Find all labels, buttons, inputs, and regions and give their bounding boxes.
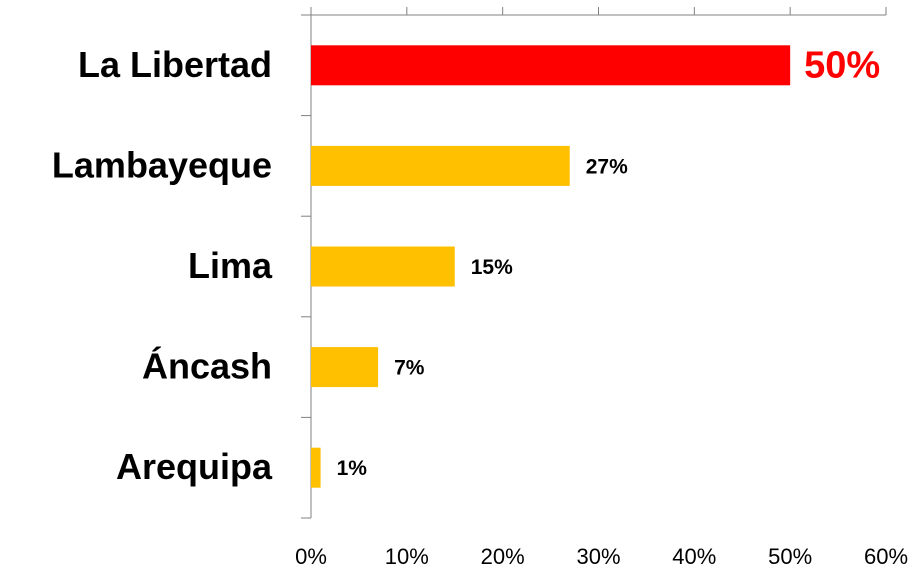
bar	[311, 45, 791, 86]
category-label: Arequipa	[116, 446, 273, 487]
category-label: Lambayeque	[52, 144, 272, 185]
value-label: 7%	[394, 357, 425, 380]
bar	[311, 347, 379, 388]
category-label: Áncash	[142, 346, 272, 387]
x-tick-label: 30%	[576, 544, 620, 569]
value-label: 50%	[804, 44, 880, 86]
bar	[311, 145, 570, 186]
bar	[311, 447, 321, 488]
value-label: 1%	[337, 457, 368, 480]
x-tick-label: 10%	[385, 544, 429, 569]
x-tick-label: 20%	[481, 544, 525, 569]
value-label: 27%	[586, 155, 628, 178]
x-tick-label: 40%	[672, 544, 716, 569]
bar	[311, 246, 455, 287]
category-label: Lima	[188, 245, 273, 286]
x-tick-label: 60%	[864, 544, 908, 569]
category-label: La Libertad	[78, 44, 272, 85]
x-tick-label: 50%	[768, 544, 812, 569]
x-tick-label: 0%	[295, 544, 327, 569]
value-label: 15%	[471, 256, 513, 279]
